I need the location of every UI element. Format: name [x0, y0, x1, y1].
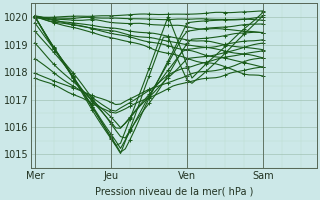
- X-axis label: Pression niveau de la mer( hPa ): Pression niveau de la mer( hPa ): [94, 187, 253, 197]
